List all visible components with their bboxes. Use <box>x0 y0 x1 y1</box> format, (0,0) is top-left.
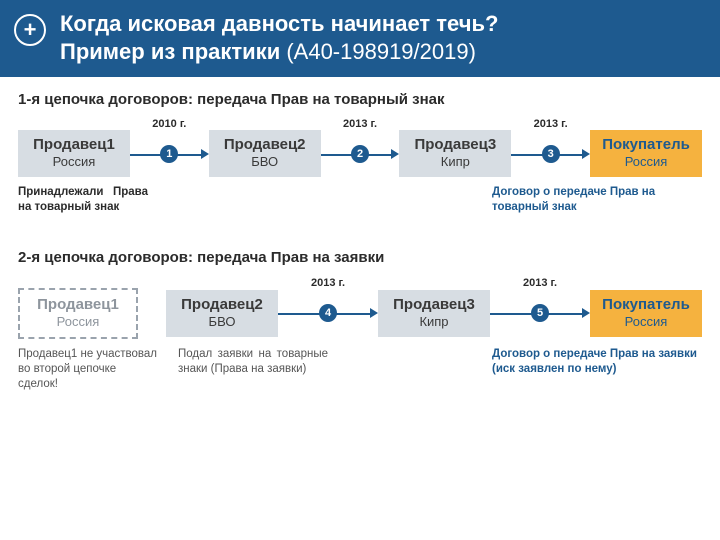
arrowhead-icon <box>391 149 399 159</box>
node-title: Продавец2 <box>176 296 268 313</box>
chain1-node-seller1: Продавец1 Россия <box>18 130 130 177</box>
node-title: Покупатель <box>600 136 692 153</box>
title-line2: Пример из практики (А40-198919/2019) <box>60 38 498 66</box>
node-title: Продавец1 <box>28 136 120 153</box>
chain1-connector-2: 2013 г. 2 <box>321 134 400 174</box>
chain2-caption-right: Договор о передаче Прав на заявки (иск з… <box>492 347 702 392</box>
chain1-caption-right: Договор о передаче Прав на товарный знак <box>492 185 702 215</box>
chain1-title: 1-я цепочка договоров: передача Прав на … <box>18 91 702 108</box>
chain1-caption-left: Принадлежали Права на товарный знак <box>18 185 148 215</box>
arrowhead-icon <box>582 149 590 159</box>
chain1-row: Продавец1 Россия 2010 г. 1 Продавец2 БВО… <box>18 130 702 177</box>
chain2-row: Продавец1 Россия Продавец2 БВО 2013 г. 4… <box>18 288 702 339</box>
connector-badge: 3 <box>542 145 560 163</box>
node-sub: Кипр <box>388 314 480 329</box>
chain2-node-seller2: Продавец2 БВО <box>166 290 278 337</box>
node-sub: Кипр <box>409 154 501 169</box>
node-title: Продавец2 <box>219 136 311 153</box>
chain2-connector-4: 2013 г. 4 <box>278 293 378 333</box>
connector-badge: 1 <box>160 145 178 163</box>
header-banner: + Когда исковая давность начинает течь? … <box>0 0 720 77</box>
chain1-captions: Принадлежали Права на товарный знак Дого… <box>18 185 702 215</box>
chain2-captions: Продавец1 не участвовал во второй цепочк… <box>18 347 702 392</box>
node-sub: Россия <box>600 314 692 329</box>
connector-badge: 4 <box>319 304 337 322</box>
node-title: Продавец1 <box>30 296 126 313</box>
arrowhead-icon <box>582 308 590 318</box>
chain2-connector-5: 2013 г. 5 <box>490 293 590 333</box>
chain2-caption-left1: Продавец1 не участвовал во второй цепочк… <box>18 347 158 392</box>
connector-year: 2013 г. <box>343 118 377 130</box>
chain1-connector-1: 2010 г. 1 <box>130 134 209 174</box>
node-title: Продавец3 <box>409 136 501 153</box>
connector-badge: 2 <box>351 145 369 163</box>
chain2-node-buyer: Покупатель Россия <box>590 290 702 337</box>
connector-year: 2013 г. <box>523 277 557 289</box>
connector-year: 2010 г. <box>152 118 186 130</box>
chain1-node-seller2: Продавец2 БВО <box>209 130 321 177</box>
title-line1: Когда исковая давность начинает течь? <box>60 10 498 38</box>
chain2-node-seller1-dashed: Продавец1 Россия <box>18 288 138 339</box>
node-sub: Россия <box>30 314 126 329</box>
chain2-node-seller3: Продавец3 Кипр <box>378 290 490 337</box>
chain1-node-buyer: Покупатель Россия <box>590 130 702 177</box>
arrowhead-icon <box>370 308 378 318</box>
chain2-caption-left2: Подал заявки на товарные знаки (Права на… <box>178 347 328 392</box>
node-sub: Россия <box>28 154 120 169</box>
connector-year: 2013 г. <box>311 277 345 289</box>
chain1-connector-3: 2013 г. 3 <box>511 134 590 174</box>
node-sub: БВО <box>176 314 268 329</box>
chain2-title: 2-я цепочка договоров: передача Прав на … <box>18 249 702 266</box>
node-title: Продавец3 <box>388 296 480 313</box>
arrowhead-icon <box>201 149 209 159</box>
chain1-node-seller3: Продавец3 Кипр <box>399 130 511 177</box>
connector-year: 2013 г. <box>534 118 568 130</box>
page-title: Когда исковая давность начинает течь? Пр… <box>60 10 498 65</box>
connector-badge: 5 <box>531 304 549 322</box>
node-sub: БВО <box>219 154 311 169</box>
plus-icon: + <box>14 14 46 46</box>
node-sub: Россия <box>600 154 692 169</box>
node-title: Покупатель <box>600 296 692 313</box>
